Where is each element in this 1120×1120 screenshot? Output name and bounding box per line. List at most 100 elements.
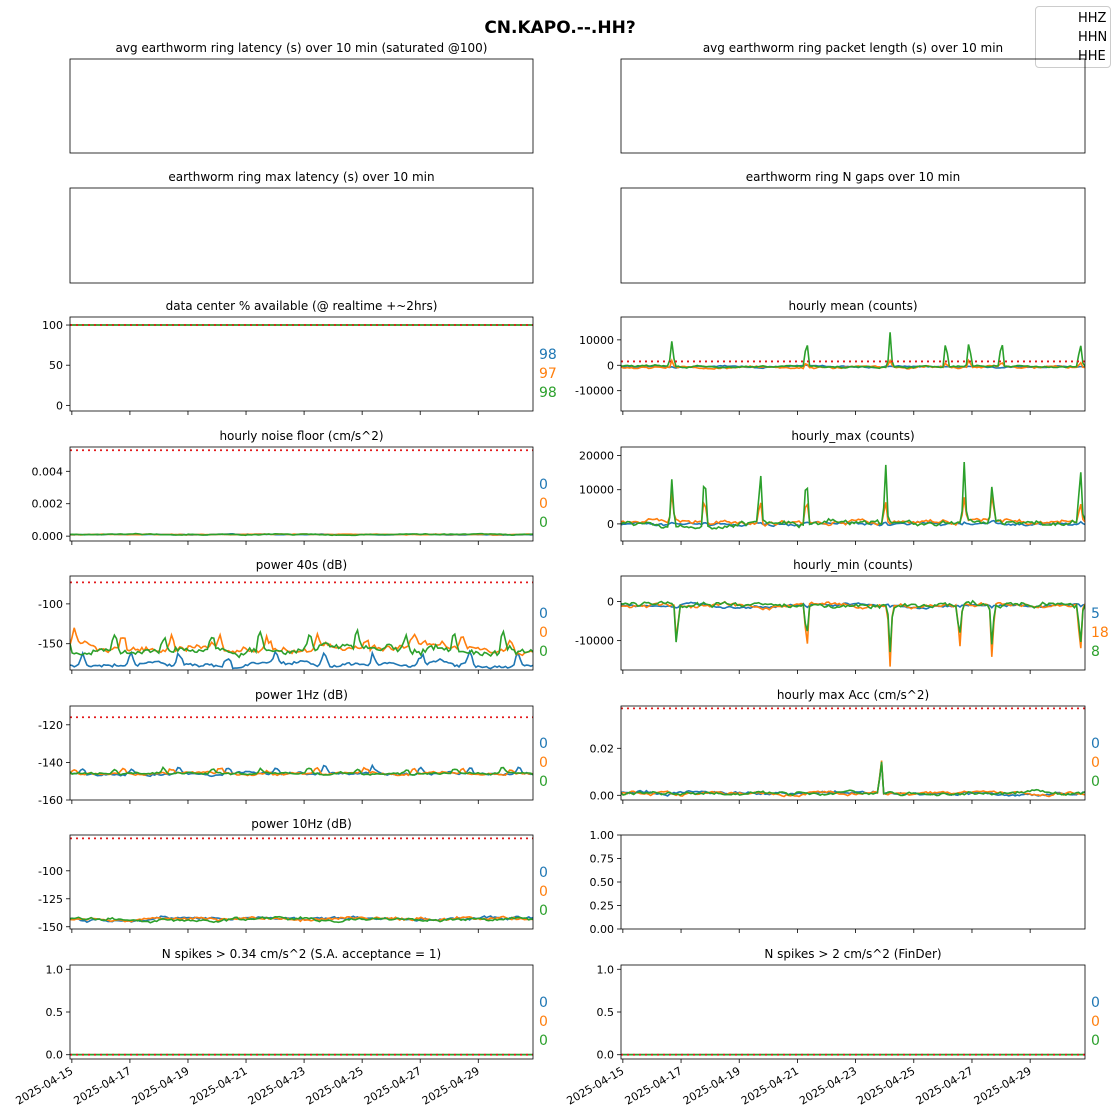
figure-title: CN.KAPO.--.HH? — [484, 18, 636, 38]
axes-frame — [620, 316, 1086, 412]
panel-hourly_max: hourly_max (counts) 0 10000 20000 — [579, 429, 1086, 545]
y-tick-label: -100 — [38, 865, 63, 878]
right-label-hhz: 5 — [1091, 606, 1100, 622]
y-tick-label: -125 — [38, 893, 63, 906]
y-tick-label: 0.5 — [597, 1006, 615, 1019]
y-tick-label: 0.25 — [590, 900, 615, 913]
y-tick-label: 0.0 — [597, 1049, 615, 1062]
right-label-hhn: 0 — [539, 496, 548, 512]
x-tick-label: 2025-04-19 — [130, 1064, 192, 1107]
right-label-hhz: 0 — [539, 606, 548, 622]
series-line-hhz — [70, 649, 533, 670]
right-label-hhz: 0 — [539, 995, 548, 1011]
panel-title: avg earthworm ring latency (s) over 10 m… — [116, 41, 488, 55]
plot-area — [621, 332, 1085, 370]
y-tick-label: 1.0 — [46, 963, 64, 976]
y-tick-label: -150 — [38, 638, 63, 651]
y-tick-label: 0.00 — [590, 789, 615, 802]
y-tick-label: -10000 — [575, 635, 614, 648]
panel-avg_packet: avg earthworm ring packet length (s) ove… — [620, 41, 1086, 154]
y-tick-label: -10000 — [575, 385, 614, 398]
y-tick-label: 10000 — [579, 484, 614, 497]
axes-frame — [620, 187, 1086, 284]
right-label-hhz: 98 — [539, 347, 557, 363]
panel-title: earthworm ring max latency (s) over 10 m… — [168, 170, 434, 184]
panel-title: power 40s (dB) — [256, 558, 347, 572]
panel-title: hourly_min (counts) — [793, 558, 913, 572]
right-label-hhe: 0 — [539, 903, 548, 919]
x-tick-label: 2025-04-23 — [246, 1064, 308, 1107]
x-tick-label: 2025-04-17 — [623, 1064, 685, 1107]
legend-hhz: HHZ — [1078, 11, 1107, 26]
right-label-hhn: 97 — [539, 366, 557, 382]
y-tick-label: 0.50 — [590, 876, 615, 889]
series-line-hhe — [70, 765, 533, 776]
right-label-hhe: 0 — [539, 774, 548, 790]
y-tick-label: 0.5 — [46, 1006, 64, 1019]
plot-area — [70, 716, 533, 778]
series-line-hhz — [621, 762, 1085, 797]
axes-frame — [69, 316, 534, 412]
panel-avg_latency: avg earthworm ring latency (s) over 10 m… — [69, 41, 534, 154]
panel-power_40s: power 40s (dB) -150 -100 0 0 0 — [38, 558, 548, 674]
x-tick-label: 2025-04-19 — [681, 1064, 743, 1107]
axes-frame — [620, 58, 1086, 154]
x-tick-label: 2025-04-23 — [797, 1064, 859, 1107]
y-tick-label: 0 — [607, 359, 614, 372]
right-label-hhz: 0 — [1091, 736, 1100, 752]
plot-area — [70, 837, 533, 924]
panel-title: hourly_max (counts) — [791, 429, 914, 443]
axes-frame — [69, 575, 534, 671]
axes-frame — [69, 187, 534, 284]
right-label-hhz: 0 — [539, 477, 548, 493]
x-tick-label: 2025-04-21 — [188, 1064, 250, 1107]
right-label-hhn: 0 — [539, 625, 548, 641]
y-tick-label: 0 — [607, 518, 614, 531]
right-label-hhz: 0 — [539, 736, 548, 752]
plot-area — [70, 581, 533, 670]
legend: HHZ HHN HHE — [1035, 6, 1111, 68]
right-label-hhn: 0 — [1091, 1014, 1100, 1030]
series-line-hhe — [621, 761, 1085, 797]
panel-hourly_mean: hourly mean (counts) -10000 0 10000 — [575, 299, 1086, 415]
y-tick-label: 0.002 — [32, 498, 64, 511]
right-label-hhe: 8 — [1091, 644, 1100, 660]
panel-title: hourly max Acc (cm/s^2) — [777, 688, 929, 702]
x-tick-label: 2025-04-27 — [362, 1064, 424, 1107]
right-label-hhz: 0 — [539, 865, 548, 881]
panel-availability: data center % available (@ realtime +~2h… — [42, 299, 557, 415]
x-tick-label: 2025-04-17 — [72, 1064, 134, 1107]
y-tick-label: -100 — [38, 598, 63, 611]
plot-area — [621, 599, 1085, 667]
series-line-hhe — [70, 627, 533, 659]
x-tick-label: 2025-04-25 — [855, 1064, 917, 1107]
y-tick-label: 0.000 — [32, 530, 64, 543]
panel-power_10hz: power 10Hz (dB) -150 -125 -100 0 0 0 — [38, 817, 548, 934]
y-tick-label: 0.004 — [32, 465, 64, 478]
axes-frame — [620, 575, 1086, 671]
right-label-hhn: 0 — [1091, 755, 1100, 771]
panel-title: data center % available (@ realtime +~2h… — [166, 299, 438, 313]
panel-title: power 10Hz (dB) — [251, 817, 352, 831]
plot-area — [70, 449, 533, 537]
x-tick-label: 2025-04-21 — [739, 1064, 801, 1107]
axes-frame — [620, 446, 1086, 542]
y-tick-label: 0.02 — [590, 742, 615, 755]
y-tick-label: -150 — [38, 921, 63, 934]
right-label-hhe: 98 — [539, 385, 557, 401]
y-tick-label: 0.00 — [590, 923, 615, 936]
y-tick-label: 0 — [607, 595, 614, 608]
panel-hourly_min: hourly_min (counts) -10000 0 5 18 8 — [575, 558, 1109, 674]
x-tick-label: 2025-04-15 — [13, 1064, 75, 1107]
series-line-hhe — [621, 599, 1085, 653]
panel-max_latency: earthworm ring max latency (s) over 10 m… — [69, 170, 534, 284]
plot-area — [621, 707, 1085, 798]
legend-hhn: HHN — [1078, 30, 1108, 45]
x-tick-label: 2025-04-25 — [304, 1064, 366, 1107]
series-line-hhe — [70, 915, 533, 924]
right-label-hhn: 18 — [1091, 625, 1109, 641]
series-line-hhe — [70, 532, 533, 537]
panel-title: hourly noise floor (cm/s^2) — [219, 429, 383, 443]
panel-spikes_finder: N spikes > 2 cm/s^2 (FinDer) 0.0 0.5 1.0 202… — [564, 947, 1099, 1108]
